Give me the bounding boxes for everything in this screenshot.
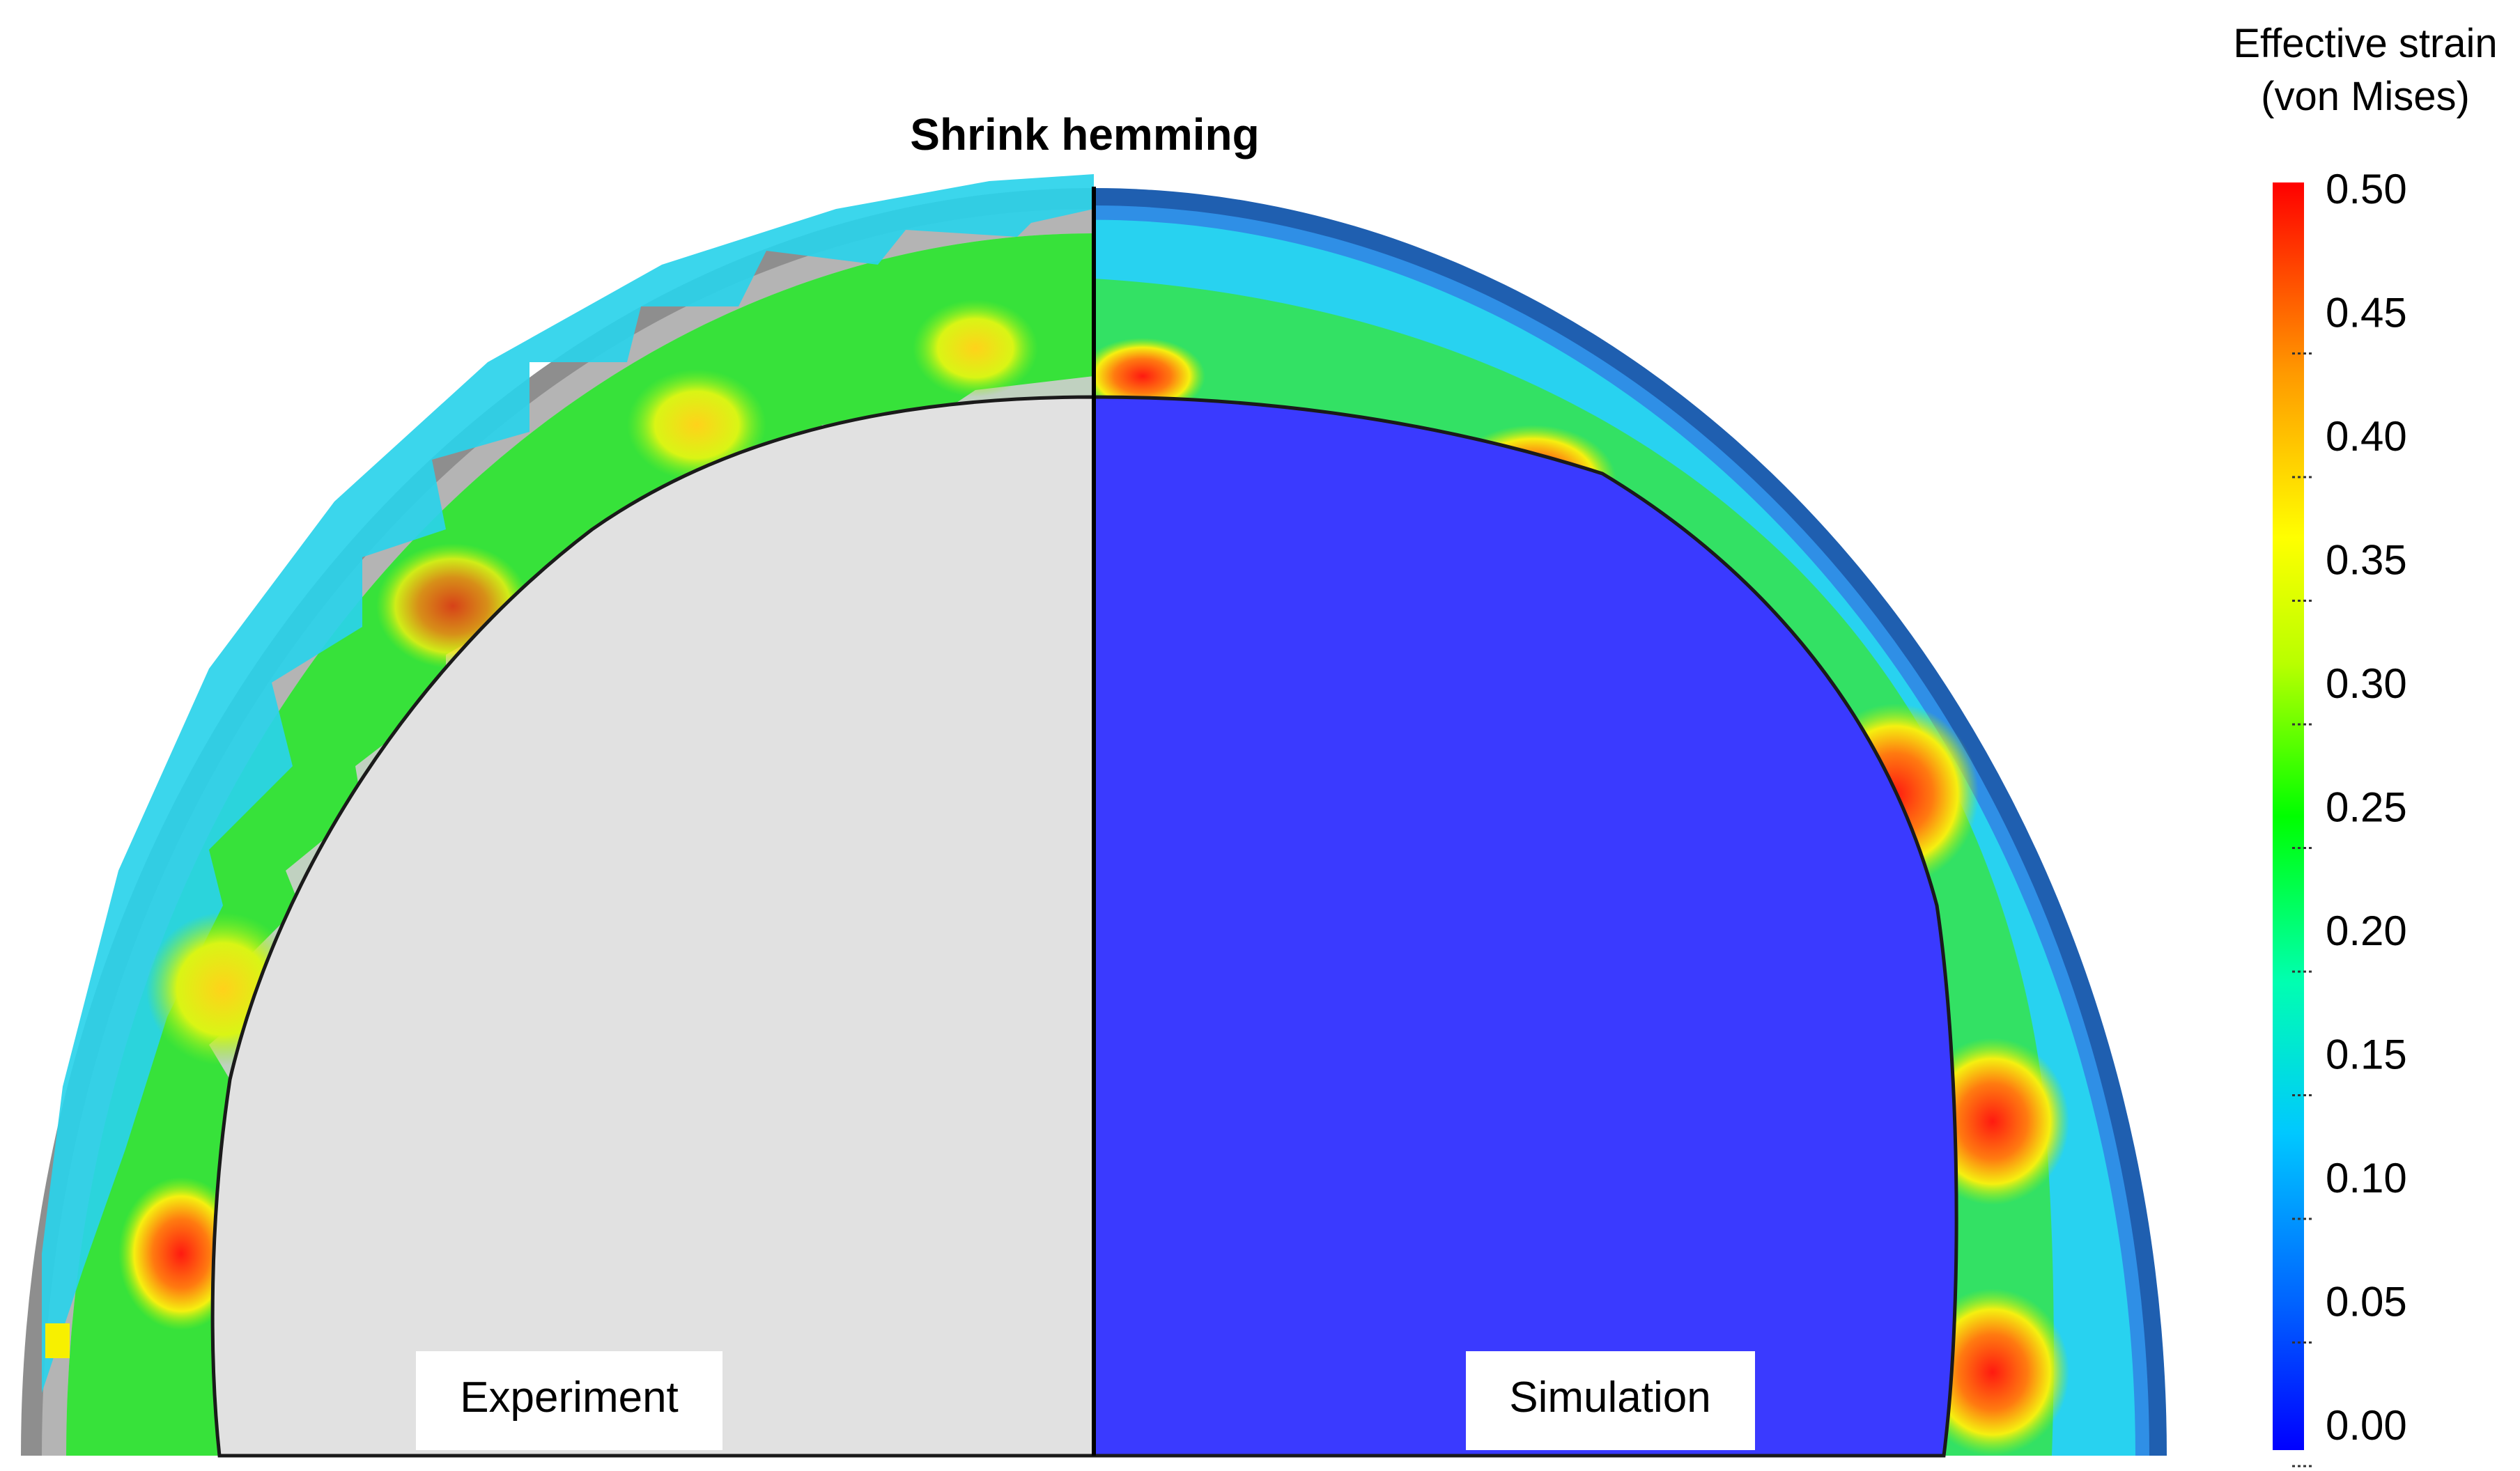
colorbar-tick-label: 0.40 (2326, 413, 2407, 460)
colorbar-title-line1: Effective strain (2233, 21, 2497, 66)
colorbar-tick-label: 0.25 (2326, 784, 2407, 831)
experiment-core (210, 395, 1094, 1458)
colorbar-tick-label: 0.20 (2326, 908, 2407, 954)
experiment-low-strain-band (42, 174, 1094, 1393)
colorbar-ticks: 0.50 0.45 0.40 0.35 0.30 0.25 0.20 0.15 0.10 0.05… (2292, 166, 2407, 1468)
simulation-label: Simulation (1509, 1373, 1710, 1422)
experiment-label: Experiment (460, 1373, 679, 1422)
colorbar-tick-label: 0.45 (2326, 290, 2407, 336)
colorbar-tick-label: 0.10 (2326, 1155, 2407, 1201)
simulation-panel (1094, 188, 2167, 1458)
colorbar-tick-label: 0.00 (2326, 1402, 2407, 1449)
simulation-label-box (1466, 1351, 1755, 1450)
experiment-panel (21, 174, 1094, 1458)
colorbar-tick-label: 0.35 (2326, 537, 2407, 584)
figure-title: Shrink hemming (910, 109, 1259, 159)
experiment-label-box (416, 1351, 722, 1450)
colorbar (2273, 182, 2304, 1450)
colorbar-title-line2: (von Mises) (2261, 74, 2470, 119)
colorbar-tick-label: 0.15 (2326, 1032, 2407, 1078)
colorbar-tick-label: 0.05 (2326, 1279, 2407, 1325)
colorbar-tick-label: 0.50 (2326, 166, 2407, 212)
simulation-core (1094, 395, 1958, 1458)
simulation-hotspot (1094, 338, 1205, 414)
colorbar-tick-label: 0.30 (2326, 660, 2407, 707)
